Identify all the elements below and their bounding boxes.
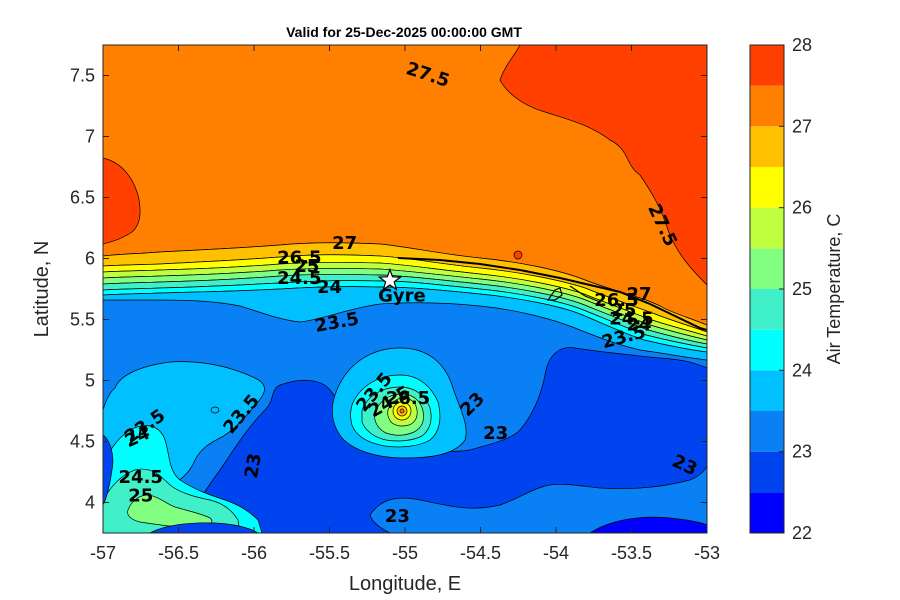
contour-label: 24.5 <box>277 268 321 289</box>
colorbar-segment <box>750 85 784 127</box>
x-tick-label: -54 <box>543 543 569 563</box>
coast-inlet <box>546 285 601 303</box>
y-tick-label: 7 <box>85 127 95 147</box>
colorbar-tick-label: 24 <box>792 360 812 380</box>
colorbar-segment <box>750 248 784 289</box>
y-axis: 7.5 7 6.5 6 5.5 5 4.5 4 <box>70 66 707 513</box>
x-tick-label: -55 <box>392 543 418 563</box>
colorbar-segment <box>750 329 784 371</box>
band-27.5 <box>499 45 707 286</box>
pocket-1 <box>210 406 220 414</box>
marker-label: Gyre <box>378 285 426 306</box>
x-axis: -57 -56.5 -56 -55.5 -55 -54.5 -54 -53.5 -53 <box>90 45 720 563</box>
islet <box>513 250 523 260</box>
colorbar-segment <box>750 411 784 452</box>
band-22-south <box>589 516 707 533</box>
contour-label: 26.5 <box>277 248 321 269</box>
x-axis-label: Longitude, E <box>349 573 461 595</box>
contour-label: 24 <box>317 277 342 298</box>
contour-label: 25 <box>128 485 153 506</box>
contour-label: 27 <box>332 233 357 254</box>
y-tick-label: 5.5 <box>70 310 95 330</box>
colorbar-segment <box>750 126 784 167</box>
contour-label: 25 <box>611 300 636 321</box>
contour-label: 24 <box>627 315 652 336</box>
coastline <box>397 257 707 331</box>
band-22.5-west <box>103 434 114 506</box>
y-tick-label: 6.5 <box>70 188 95 208</box>
y-tick-label: 4 <box>85 493 95 513</box>
star-icon <box>377 267 403 291</box>
band-25-sw <box>127 494 213 529</box>
y-tick-label: 7.5 <box>70 66 95 86</box>
colorbar-label: Air Temperature, C <box>824 214 844 365</box>
y-tick-label: 4.5 <box>70 432 95 452</box>
contour-label: 23 <box>385 506 410 527</box>
y-tick-label: 5 <box>85 371 95 391</box>
contour-label: 24.5 <box>119 467 163 488</box>
colorbar-segment <box>750 370 784 411</box>
x-tick-label: -56.5 <box>158 543 199 563</box>
x-tick-label: -56 <box>241 543 267 563</box>
colorbar-tick-label: 26 <box>792 198 812 218</box>
contour-label: 25 <box>294 256 319 277</box>
colorbar-segment <box>750 167 784 208</box>
colorbar-segment <box>750 492 784 533</box>
contour-label: 27 <box>627 284 652 305</box>
colorbar-segment <box>750 207 784 249</box>
colorbar-tick-label: 25 <box>792 279 812 299</box>
band-22.5-sw-strip <box>149 522 259 533</box>
contour-label: 26.5 <box>386 388 430 409</box>
band-27.5-west <box>103 157 141 245</box>
colorbar-tick-label: 27 <box>792 116 812 136</box>
contour-label: 23 <box>241 452 266 480</box>
colorbar-tick-label: 23 <box>792 442 812 462</box>
colorbar-tick-label: 28 <box>792 35 812 55</box>
contour-label: 23 <box>483 423 508 444</box>
x-tick-label: -53 <box>694 543 720 563</box>
x-tick-label: -57 <box>90 543 116 563</box>
y-tick-label: 6 <box>85 249 95 269</box>
colorbar: 28 27 26 25 24 23 22 <box>749 35 812 543</box>
band-23.5 <box>103 286 707 361</box>
chart-title: Valid for 25-Dec-2025 00:00:00 GMT <box>286 24 522 40</box>
x-tick-label: -54.5 <box>460 543 501 563</box>
contour-label: 24.5 <box>609 309 653 330</box>
colorbar-segment <box>750 451 784 493</box>
colorbar-segment <box>750 289 784 330</box>
contour-field <box>103 45 707 533</box>
colorbar-tick-label: 22 <box>792 523 812 543</box>
dome-27 <box>399 408 405 414</box>
contour-label: 26.5 <box>594 290 638 311</box>
x-tick-label: -55.5 <box>309 543 350 563</box>
y-axis-label: Latitude, N <box>31 241 53 338</box>
x-tick-label: -53.5 <box>611 543 652 563</box>
colorbar-segment <box>750 45 784 86</box>
gyre-marker: Gyre <box>377 267 426 306</box>
